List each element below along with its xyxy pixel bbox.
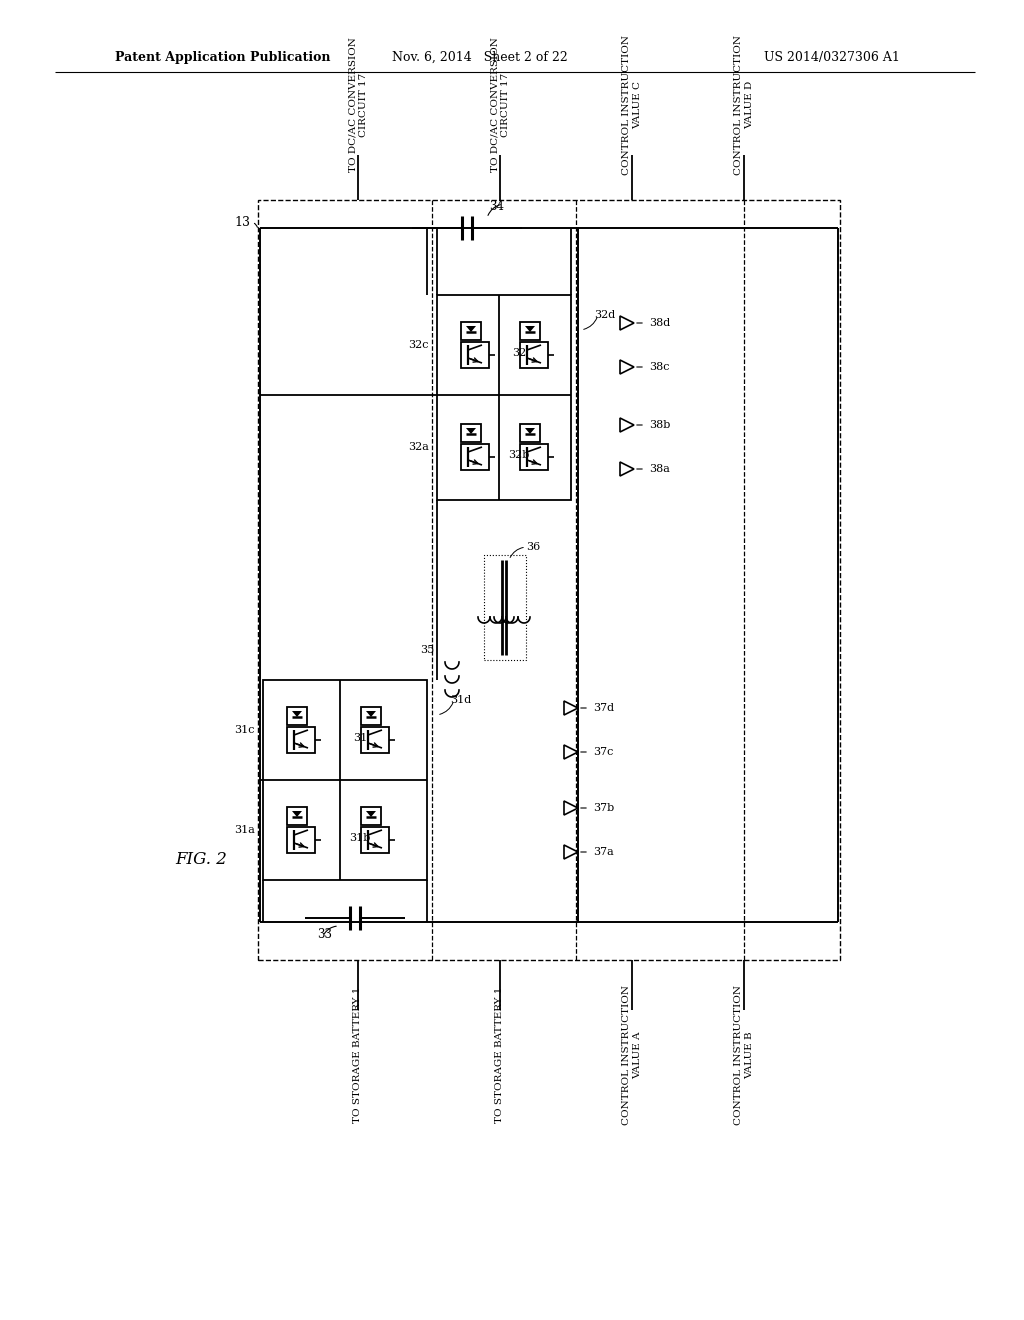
- Bar: [361, 708, 381, 725]
- Polygon shape: [564, 744, 578, 759]
- Bar: [461, 342, 489, 368]
- Text: 31a: 31a: [234, 825, 255, 836]
- Polygon shape: [564, 801, 578, 814]
- Text: 31: 31: [353, 733, 368, 743]
- Text: CONTROL INSTRUCTION
VALUE C: CONTROL INSTRUCTION VALUE C: [623, 36, 642, 176]
- Text: 37a: 37a: [593, 847, 613, 857]
- Polygon shape: [292, 810, 302, 817]
- Polygon shape: [292, 711, 302, 717]
- Text: CONTROL INSTRUCTION
VALUE B: CONTROL INSTRUCTION VALUE B: [734, 985, 754, 1125]
- Polygon shape: [564, 845, 578, 859]
- Text: CONTROL INSTRUCTION
VALUE A: CONTROL INSTRUCTION VALUE A: [623, 985, 642, 1125]
- Text: 31d: 31d: [450, 696, 471, 705]
- Text: 36: 36: [526, 543, 541, 552]
- Polygon shape: [466, 428, 476, 434]
- Text: 13: 13: [234, 215, 250, 228]
- Polygon shape: [620, 418, 634, 432]
- Text: 38a: 38a: [649, 465, 670, 474]
- Bar: [461, 424, 481, 442]
- Bar: [287, 807, 307, 825]
- Polygon shape: [620, 315, 634, 330]
- Polygon shape: [366, 810, 376, 817]
- Polygon shape: [620, 462, 634, 477]
- Text: TO STORAGE BATTERY 1: TO STORAGE BATTERY 1: [496, 987, 505, 1123]
- Bar: [520, 424, 540, 442]
- Text: Patent Application Publication: Patent Application Publication: [115, 50, 331, 63]
- Bar: [484, 554, 526, 660]
- Text: 37c: 37c: [593, 747, 613, 756]
- Bar: [520, 322, 540, 341]
- Text: TO DC/AC CONVERSION
CIRCUIT 17: TO DC/AC CONVERSION CIRCUIT 17: [348, 37, 368, 173]
- Text: 38d: 38d: [649, 318, 671, 327]
- Text: 32: 32: [512, 348, 526, 358]
- Bar: [287, 727, 315, 752]
- Text: 38b: 38b: [649, 420, 671, 430]
- Text: 32c: 32c: [409, 341, 429, 350]
- Bar: [361, 828, 389, 853]
- Polygon shape: [525, 428, 535, 434]
- Text: 37b: 37b: [593, 803, 614, 813]
- Text: 32a: 32a: [409, 442, 429, 451]
- Polygon shape: [525, 326, 535, 333]
- Text: FIG. 2: FIG. 2: [175, 851, 227, 869]
- Bar: [258, 201, 840, 960]
- Text: 31c: 31c: [234, 725, 255, 735]
- Text: 38c: 38c: [649, 362, 670, 372]
- Polygon shape: [564, 701, 578, 715]
- Text: US 2014/0327306 A1: US 2014/0327306 A1: [764, 50, 900, 63]
- Bar: [263, 680, 427, 880]
- Bar: [361, 807, 381, 825]
- Bar: [437, 294, 571, 500]
- Text: 37d: 37d: [593, 704, 614, 713]
- Text: Nov. 6, 2014   Sheet 2 of 22: Nov. 6, 2014 Sheet 2 of 22: [392, 50, 568, 63]
- Text: TO STORAGE BATTERY 1: TO STORAGE BATTERY 1: [353, 987, 362, 1123]
- Polygon shape: [366, 711, 376, 717]
- Text: 34: 34: [489, 199, 505, 213]
- Polygon shape: [466, 326, 476, 333]
- Text: 32d: 32d: [594, 310, 615, 319]
- Bar: [520, 444, 548, 470]
- Text: 33: 33: [317, 928, 333, 940]
- Bar: [520, 342, 548, 368]
- Text: 31b: 31b: [349, 833, 371, 843]
- Text: 35: 35: [420, 645, 434, 655]
- Bar: [287, 828, 315, 853]
- Bar: [361, 727, 389, 752]
- Bar: [461, 322, 481, 341]
- Polygon shape: [620, 360, 634, 374]
- Bar: [287, 708, 307, 725]
- Text: TO DC/AC CONVERSION
CIRCUIT 17: TO DC/AC CONVERSION CIRCUIT 17: [490, 37, 510, 173]
- Bar: [461, 444, 489, 470]
- Text: CONTROL INSTRUCTION
VALUE D: CONTROL INSTRUCTION VALUE D: [734, 36, 754, 176]
- Text: 32b: 32b: [508, 450, 529, 459]
